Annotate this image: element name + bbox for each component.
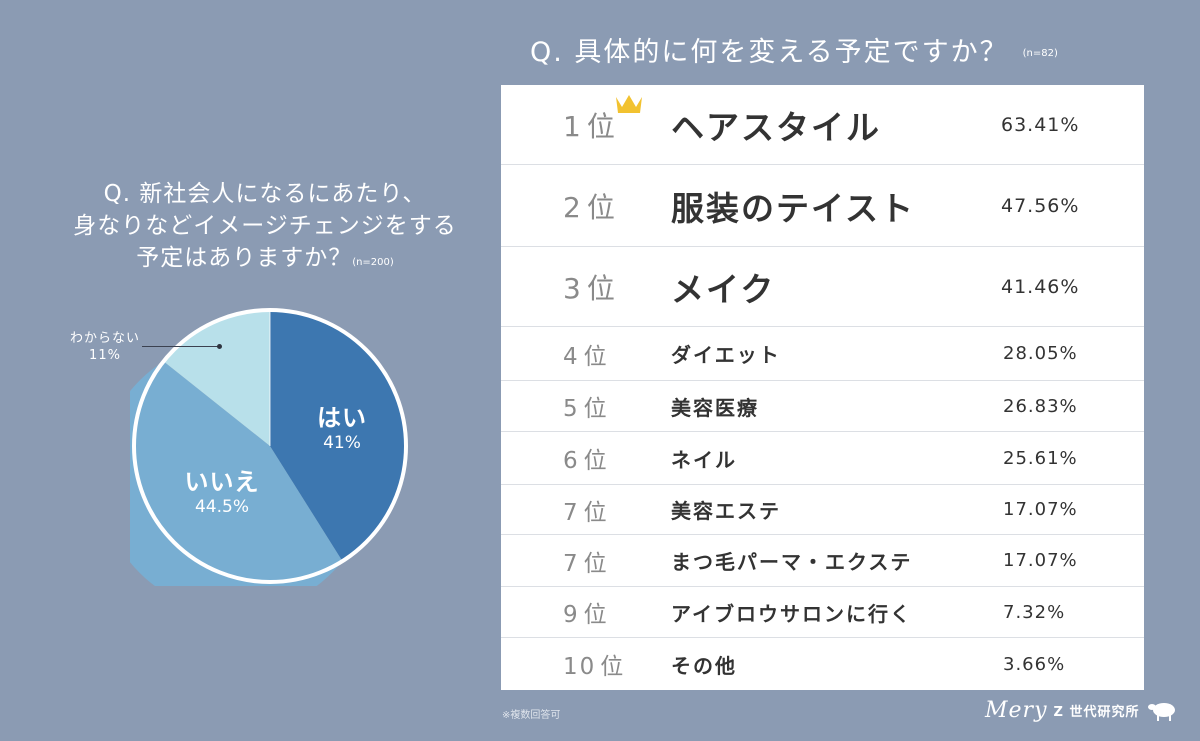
pie-svg: [130, 308, 408, 586]
pie-question-title: Q. 新社会人になるにあたり、 身なりなどイメージチェンジをする 予定はあります…: [40, 178, 490, 279]
rank-number: 1: [563, 109, 583, 143]
ranking-sample-size: (n=82): [1022, 48, 1058, 59]
ranking-item: 美容医療: [671, 395, 759, 420]
pie-slice-no: [130, 361, 343, 586]
rank-number: 9: [563, 602, 580, 628]
ranking-pct: 17.07%: [1003, 499, 1078, 520]
pie-label-yes: はい 41%: [302, 398, 382, 453]
ranking-pct: 47.56%: [1001, 194, 1080, 217]
ranking-pct: 63.41%: [1001, 113, 1080, 136]
ranking-item: ネイル: [671, 447, 737, 472]
ranking-item: まつ毛パーマ・エクステ: [671, 550, 913, 574]
ranking-pct: 7.32%: [1003, 601, 1066, 623]
ranking-pct: 17.07%: [1003, 550, 1078, 571]
pie-leader-dot: [217, 344, 222, 349]
logo-lab-name: Z 世代研究所: [1053, 705, 1140, 720]
pie-label-yes-pct: 41%: [323, 433, 361, 453]
ranking-item: ヘアスタイル: [671, 107, 881, 147]
pie-question-line-3-text: 予定はありますか？: [136, 245, 353, 271]
ranking-pct: 25.61%: [1003, 447, 1078, 469]
ranking-question-text: Q. 具体的に何を変える予定ですか？: [530, 37, 1009, 68]
pie-label-unknown-text: わからない: [70, 331, 141, 346]
rank-suffix: 位: [583, 448, 609, 474]
rank-suffix: 位: [583, 550, 609, 577]
pie-label-yes-text: はい: [317, 404, 367, 432]
ranking-item: メイク: [671, 269, 776, 309]
rank-number: 6: [563, 448, 580, 474]
rank-suffix: 位: [583, 343, 609, 370]
pie-label-no-pct: 44.5%: [194, 497, 249, 517]
rank-suffix: 位: [586, 190, 617, 224]
footnote: ※複数回答可: [502, 710, 561, 721]
rank-suffix: 位: [586, 109, 617, 143]
ranking-question-title: Q. 具体的に何を変える予定ですか？ (n=82): [530, 30, 1058, 69]
rank-suffix: 位: [583, 499, 609, 526]
rank-suffix: 位: [600, 654, 626, 680]
rank-suffix: 位: [583, 602, 609, 628]
rank-number: 7: [563, 499, 580, 526]
pie-label-unknown-pct: 11%: [89, 348, 121, 363]
pie-label-no: いいえ 44.5%: [172, 462, 272, 517]
brand-logo: Mery Z 世代研究所: [985, 698, 1177, 723]
ranking-row: 10 位 その他 3.66%: [501, 638, 1144, 690]
rank-number: 5: [563, 396, 580, 422]
pie-slice-yes: [270, 310, 406, 562]
logo-script: Mery: [985, 698, 1048, 723]
pie-leader-line: [142, 346, 220, 347]
rank-number: 10: [563, 654, 597, 680]
rank-number: 3: [563, 271, 583, 305]
rank-cell: 10 位: [563, 647, 625, 681]
pie-question-line-1: Q. 新社会人になるにあたり、: [103, 181, 427, 207]
ranking-pct: 3.66%: [1003, 653, 1066, 675]
rank-suffix: 位: [583, 396, 609, 422]
pie-chart: はい 41% いいえ 44.5%: [130, 306, 410, 586]
ranking-item: 服装のテイスト: [671, 188, 916, 228]
crown-icon: [616, 95, 642, 113]
ranking-item: 美容エステ: [671, 499, 781, 523]
pie-sample-size: (n=200): [352, 257, 394, 268]
ranking-item: その他: [671, 653, 737, 678]
rank-number: 7: [563, 550, 580, 577]
ranking-pct: 41.46%: [1001, 275, 1080, 298]
rank-suffix: 位: [586, 271, 617, 305]
sheep-icon: [1148, 702, 1176, 721]
pie-slice-unknown: [163, 310, 270, 446]
pie-label-no-text: いいえ: [184, 468, 260, 496]
ranking-item: アイブロウサロンに行く: [671, 601, 912, 626]
pie-question-line-2: 身なりなどイメージチェンジをする: [73, 213, 457, 239]
ranking-pct: 26.83%: [1003, 395, 1078, 417]
rank-number: 4: [563, 343, 580, 370]
pie-label-unknown: わからない 11%: [70, 330, 140, 364]
pie-question-line-3: 予定はありますか？(n=200): [40, 242, 490, 279]
ranking-item: ダイエット: [671, 343, 781, 367]
rank-number: 2: [563, 190, 583, 224]
ranking-pct: 28.05%: [1003, 343, 1078, 364]
